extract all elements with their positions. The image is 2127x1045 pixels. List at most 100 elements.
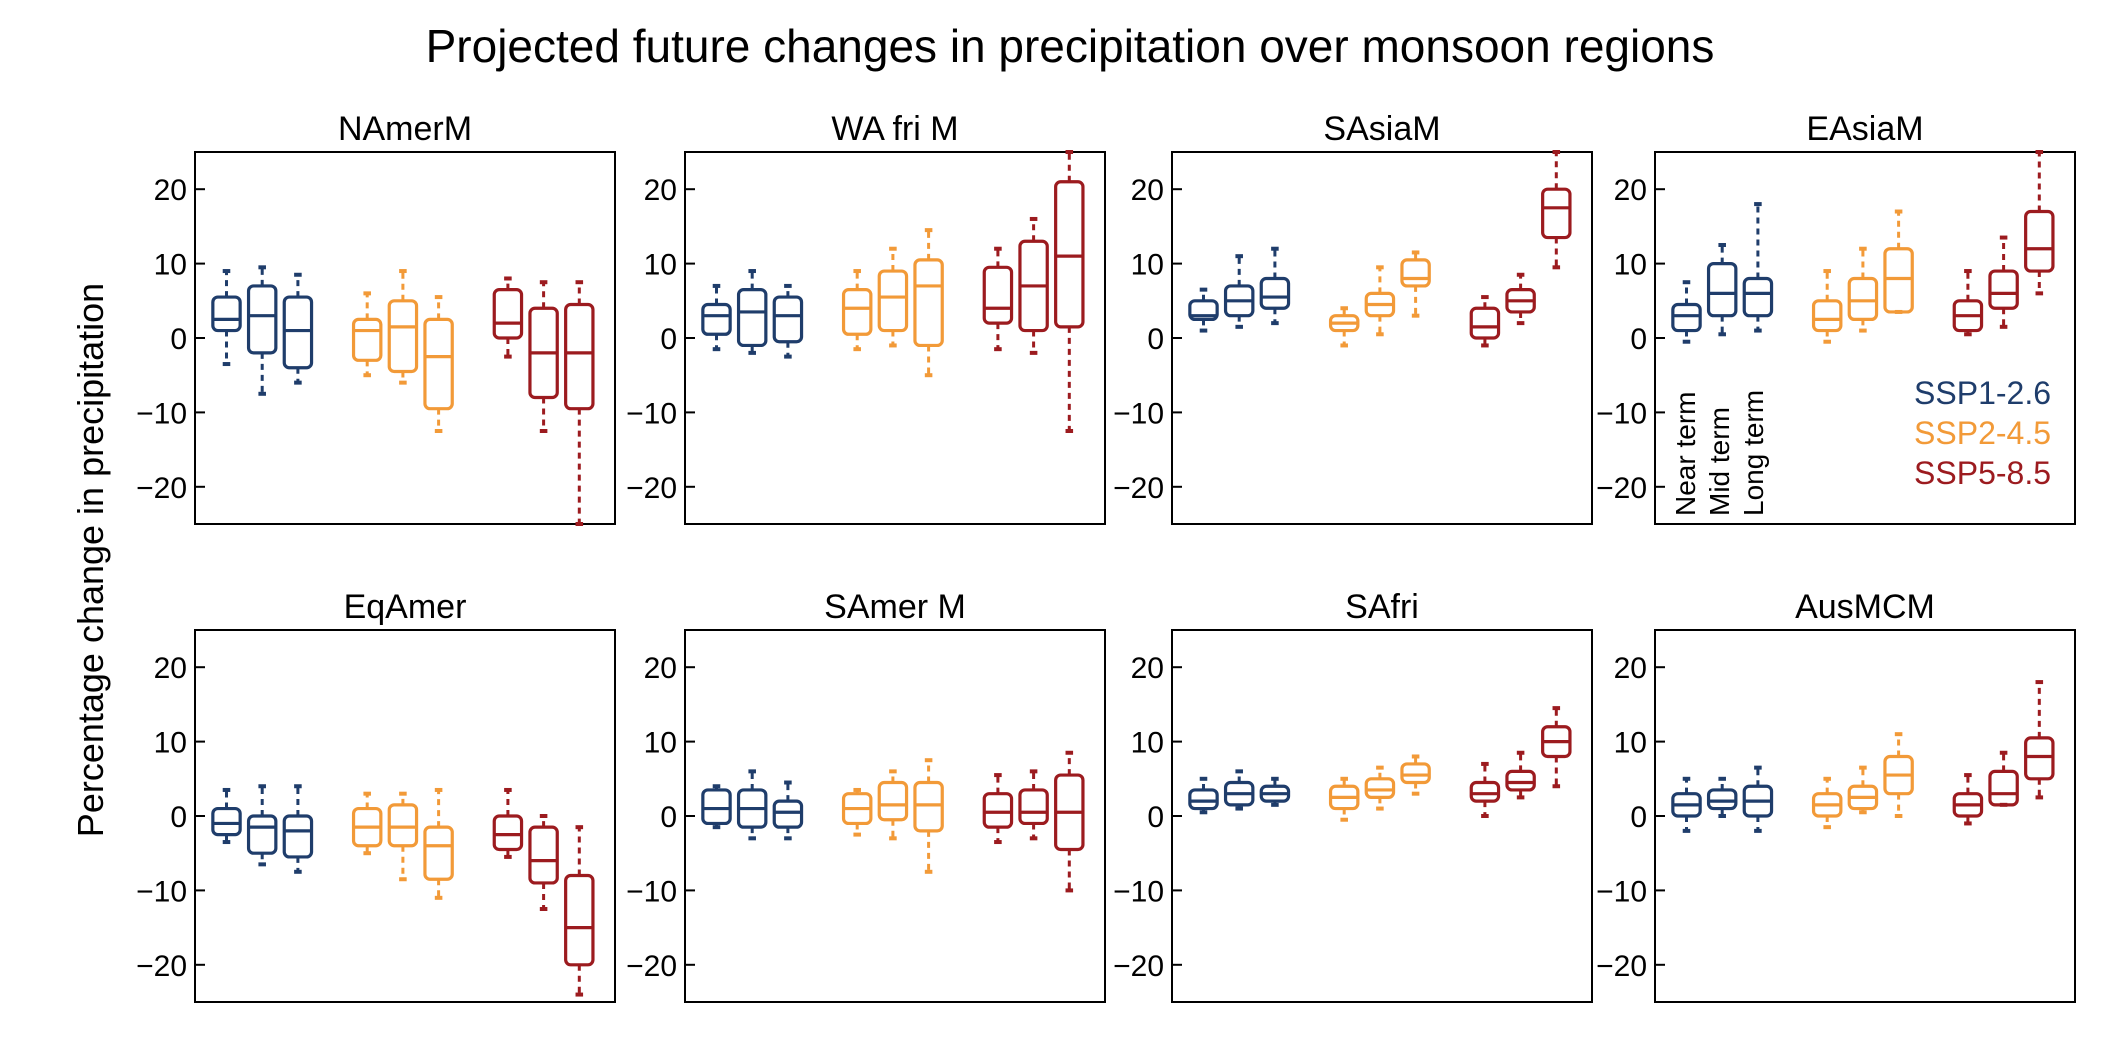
y-tick-label: −20 [1113, 950, 1164, 983]
box-SSP5-8.5-0 [982, 773, 1014, 845]
y-tick-label: −10 [1113, 875, 1164, 908]
box-SSP2-4.5-0 [1328, 776, 1360, 822]
y-tick-label: 0 [660, 323, 677, 356]
panel-1: WA fri M −20 −10 0 10 20 [626, 110, 1106, 525]
panel-title: SAmer M [824, 588, 966, 626]
box-SSP2-4.5-2 [1883, 209, 1914, 314]
y-tick-label: 0 [170, 323, 187, 356]
y-tick-label: −10 [626, 875, 677, 908]
y-tick-label: 20 [1131, 652, 1164, 685]
box-iqr [492, 288, 524, 340]
box-SSP2-4.5-0 [841, 787, 873, 837]
box-iqr [387, 299, 419, 374]
term-label: Long term [1738, 390, 1769, 516]
box-iqr [1469, 780, 1501, 803]
box-iqr [913, 780, 944, 833]
box-SSP5-8.5-1 [1505, 272, 1536, 326]
y-tick-label: −10 [626, 397, 677, 430]
y-tick-label: −10 [1596, 397, 1647, 430]
box-iqr [282, 814, 314, 859]
box-SSP5-8.5-2 [564, 280, 595, 526]
box-iqr [1505, 769, 1536, 792]
box-SSP2-4.5-0 [841, 269, 873, 352]
box-SSP2-4.5-2 [423, 295, 454, 433]
box-iqr [246, 284, 278, 355]
box-SSP1-2.6-1 [246, 784, 278, 867]
legend-entry: SSP2-4.5 [1914, 415, 2051, 451]
box-iqr [2024, 209, 2055, 273]
box-SSP2-4.5-1 [1847, 246, 1879, 333]
box-iqr [913, 258, 944, 348]
box-SSP1-2.6-1 [736, 769, 768, 841]
box-SSP2-4.5-2 [1400, 754, 1431, 796]
box-SSP1-2.6-0 [701, 784, 732, 830]
y-tick-label: 20 [1131, 174, 1164, 207]
box-SSP1-2.6-0 [211, 269, 242, 367]
box-iqr [1671, 302, 1702, 333]
y-tick-label: 10 [1131, 727, 1164, 760]
box-iqr [877, 780, 909, 822]
box-SSP1-2.6-2 [1742, 202, 1774, 333]
box-iqr [1364, 777, 1396, 799]
y-tick-label: 10 [644, 727, 677, 760]
box-SSP5-8.5-2 [1541, 706, 1572, 789]
box-SSP5-8.5-1 [1018, 216, 1049, 355]
box-iqr [1188, 788, 1219, 811]
legend-entry: SSP5-8.5 [1914, 455, 2051, 491]
box-iqr [1988, 269, 2019, 310]
y-tick-label: −20 [136, 472, 187, 505]
box-iqr [282, 295, 314, 370]
box-iqr [1259, 276, 1291, 310]
panel-title: EqAmer [344, 588, 467, 626]
box-SSP5-8.5-1 [528, 280, 559, 433]
box-iqr [1469, 306, 1501, 340]
y-tick-label: 20 [1614, 174, 1647, 207]
panel-title: WA fri M [831, 110, 958, 148]
box-SSP5-8.5-0 [492, 276, 524, 359]
box-SSP1-2.6-1 [1706, 776, 1738, 818]
box-SSP2-4.5-2 [1400, 250, 1431, 318]
box-iqr [701, 788, 732, 826]
box-SSP2-4.5-1 [877, 769, 909, 841]
box-iqr [1883, 247, 1914, 314]
box-iqr [982, 265, 1014, 325]
box-SSP1-2.6-1 [1223, 769, 1255, 811]
box-iqr [1188, 299, 1219, 321]
box-iqr [423, 825, 454, 881]
box-SSP5-8.5-1 [1505, 750, 1536, 800]
box-iqr [2024, 736, 2055, 781]
panel-5: SAmer M −20 −10 0 10 20 [626, 588, 1106, 1003]
panel-frame [1171, 629, 1593, 1003]
y-tick-label: 0 [170, 801, 187, 834]
y-tick-label: 0 [1630, 801, 1647, 834]
box-SSP2-4.5-0 [1328, 306, 1360, 348]
y-tick-label: −20 [1113, 472, 1164, 505]
y-tick-label: 10 [1131, 249, 1164, 282]
panel-frame [1654, 629, 2076, 1003]
panel-2: SAsiaM −20 −10 0 10 20 [1113, 110, 1593, 525]
box-SSP1-2.6-2 [1259, 776, 1291, 807]
panel-frame [1171, 151, 1593, 525]
box-SSP5-8.5-2 [2024, 680, 2055, 800]
box-iqr [841, 288, 873, 336]
term-label: Near term [1670, 392, 1701, 516]
panel-frame [684, 629, 1106, 1003]
box-iqr [1847, 276, 1879, 322]
box-SSP5-8.5-2 [2024, 150, 2055, 296]
box-SSP1-2.6-0 [1671, 280, 1702, 344]
box-SSP1-2.6-0 [1188, 776, 1219, 815]
box-SSP5-8.5-2 [564, 825, 595, 997]
box-iqr [1400, 762, 1431, 785]
box-SSP1-2.6-0 [211, 787, 242, 845]
panel-0: NAmerM −20 −10 0 10 20 [136, 110, 616, 526]
panel-3: EAsiaM −20 −10 0 10 20 Near term Mid term Long t… [1596, 110, 2076, 525]
box-iqr [1706, 262, 1738, 318]
y-tick-label: 20 [154, 174, 187, 207]
box-SSP2-4.5-1 [1364, 765, 1396, 811]
box-iqr [211, 295, 242, 333]
y-tick-label: −10 [1596, 875, 1647, 908]
box-iqr [1018, 788, 1049, 826]
box-SSP1-2.6-1 [1223, 254, 1255, 329]
y-tick-label: −10 [136, 875, 187, 908]
y-tick-label: 20 [644, 174, 677, 207]
